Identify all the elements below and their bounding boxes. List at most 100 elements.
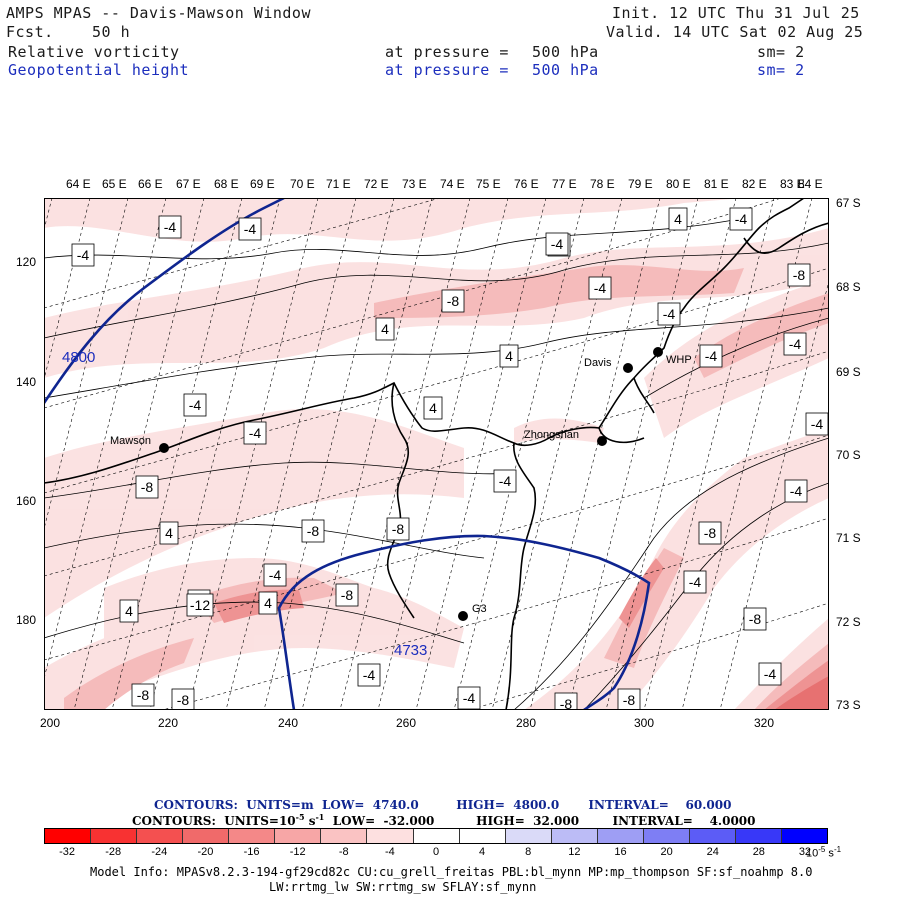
height-label-4800: 4800 [62,349,95,366]
y-tick-label: 180 [16,613,37,627]
meridian-line [719,279,829,710]
vorticity-label: -4 [493,469,517,493]
vorticity-label: -8 [171,688,195,710]
latitude-label: 72 S [836,615,861,629]
vorticity-label: 4 [258,591,278,615]
vorticity-label-text: -4 [269,567,282,583]
vorticity-label-text: -4 [77,247,90,263]
vorticity-label-text: -8 [623,692,636,708]
longitude-label: 69 E [250,177,275,191]
vorticity-label-text: -8 [749,611,762,627]
vorticity-label: 4 [375,317,395,341]
vorticity-label-text: -12 [190,597,210,613]
station-markers [159,347,663,621]
meridian-line [529,198,661,710]
latitude-label: 71 S [836,531,861,545]
vorticity-label-text: 4 [429,400,437,416]
vorticity-label: -8 [441,289,465,313]
vorticity-label-text: -8 [141,479,154,495]
color-scale-bar [44,828,828,844]
longitude-label: 72 E [364,177,389,191]
vorticity-label-text: 4 [381,321,389,337]
vorticity-label: -4 [183,393,207,417]
vorticity-label-text: -4 [663,306,676,322]
station-dot-davis [623,363,633,373]
longitude-label: 68 E [214,177,239,191]
model-info-line2: LW:rrtmg_lw SW:rrtmg_sw SFLAY:sf_mynn [269,880,537,894]
forecast-hour: 50 h [92,23,131,41]
meridian-line [567,198,699,710]
model-info-line1: Model Info: MPASv8.2.3-194-gf29cd82c CU:… [90,865,813,879]
vorticity-label: -4 [657,302,681,326]
vorticity-label: -4 [729,207,753,231]
vorticity-label-text: -4 [811,416,824,432]
color-scale-swatch [734,829,781,843]
color-scale-swatch [320,829,367,843]
field2-value: 500 hPa [532,61,599,79]
vorticity-label-text: -8 [177,692,190,708]
longitude-label: 84 E [798,177,823,191]
color-scale-label: -16 [243,846,260,858]
vorticity-label-text: -4 [164,219,177,235]
vorticity-label-text: -4 [249,425,262,441]
color-scale-unit: 10-5 s-1 [806,845,842,860]
color-scale-label: 4 [479,846,486,858]
latitude-label: 73 S [836,698,861,712]
vorticity-label: -4 [71,243,95,267]
vorticity-label-text: 4 [264,595,272,611]
vorticity-label: -4 [699,344,723,368]
vorticity-label: -4 [263,563,287,587]
parallel-line [44,198,783,409]
x-tick-label: 240 [278,716,299,730]
vorticity-label-text: -4 [189,397,202,413]
longitude-label: 66 E [138,177,163,191]
longitude-label: 76 E [514,177,539,191]
color-scale-label: -28 [105,846,122,858]
vorticity-label-text: -8 [392,521,405,537]
color-scale-swatch [642,829,689,843]
vorticity-label-text: -4 [689,574,702,590]
vorticity-label: 4 [423,396,443,420]
vorticity-label: 4 [159,521,179,545]
color-scale-swatch [366,829,413,843]
vorticity-labels: -4 -4 -4 4 -4 4 -4 -4 -4 -4 4 -4 -4 -4 -4 -8 -8 -8 -8 -8 -8 -… [71,207,829,710]
meridian-line [111,198,243,710]
color-scale-label: 16 [614,846,627,858]
longitude-label: 79 E [628,177,653,191]
color-scale-swatch [596,829,643,843]
height-contour-info: CONTOURS: UNITS=m LOW= 4740.0 HIGH= 4800… [154,798,732,812]
meridian-line [44,198,129,531]
longitude-label: 82 E [742,177,767,191]
coastline [44,198,829,710]
field2-level: at pressure = [385,61,509,79]
field2-smoothing: sm= 2 [757,61,805,79]
vorticity-label-text: -4 [705,348,718,364]
vorticity-label-text: -8 [793,267,806,283]
meridian-line [453,198,585,710]
color-scale-swatch [504,829,551,843]
longitude-label: 80 E [666,177,691,191]
meridian-line [263,198,395,710]
color-scale-label: 20 [660,846,673,858]
vorticity-label-text: 4 [674,211,682,227]
y-tick-label: 160 [16,494,37,508]
vorticity-label-text: -4 [594,280,607,296]
station-dot-zhongshan [597,436,607,446]
longitude-label: 73 E [402,177,427,191]
parallel-line [44,198,441,309]
color-scale-label: -20 [197,846,214,858]
color-scale-label: -32 [59,846,75,858]
station-dot-mawson [159,443,169,453]
vorticity-label-text: -4 [764,666,777,682]
longitude-label: 67 E [176,177,201,191]
longitude-label: 78 E [590,177,615,191]
field1-value: 500 hPa [532,43,599,61]
longitude-label: 70 E [290,177,315,191]
meridian-line [187,198,319,710]
vorticity-label-text: -4 [789,336,802,352]
vorticity-label: -12 [186,593,214,617]
parallel-line [44,267,829,494]
field2-name: Geopotential height [8,61,190,79]
vorticity-label: -4 [457,686,481,710]
vorticity-label: -4 [158,215,182,239]
